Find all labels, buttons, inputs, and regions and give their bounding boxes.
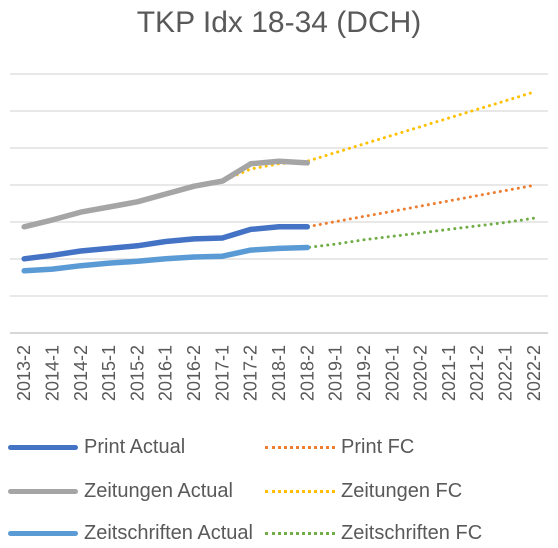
x-tick-label: 2014-2	[71, 345, 91, 401]
x-tick-label: 2018-2	[297, 345, 317, 401]
x-tick-label: 2017-1	[212, 345, 232, 401]
x-tick-label: 2022-1	[496, 345, 516, 401]
legend-swatch	[265, 531, 335, 535]
legend-swatch	[8, 444, 78, 450]
gridlines	[10, 73, 548, 334]
legend-item-zeitungen-fc[interactable]: Zeitungen FC	[265, 476, 462, 506]
series-line-zeitschriften-actual[interactable]	[21, 244, 311, 274]
x-tick-label: 2018-1	[269, 345, 289, 401]
legend-item-zeitschriften-fc[interactable]: Zeitschriften FC	[265, 518, 482, 548]
x-axis-tick-labels: 2013-2 2014-1 2014-2 2015-1 2015-2 2016-1 2016…	[14, 345, 544, 401]
x-tick-label: 2017-2	[241, 345, 261, 401]
chart-plot-area: 2013-2 2014-1 2014-2 2015-1 2015-2 2016-1 2016…	[10, 73, 548, 401]
x-tick-label: 2020-1	[382, 345, 402, 401]
legend-label: Print Actual	[84, 435, 186, 458]
x-tick-label: 2016-1	[156, 345, 176, 401]
legend-label: Zeitschriften FC	[341, 521, 483, 544]
legend-label: Zeitschriften Actual	[84, 521, 253, 544]
x-tick-label: 2014-1	[42, 345, 62, 401]
legend-item-print-fc[interactable]: Print FC	[265, 432, 414, 462]
series-line-zeitungen-actual[interactable]	[21, 158, 311, 230]
legend-swatch	[8, 530, 78, 536]
x-tick-label: 2015-2	[127, 345, 147, 401]
legend-swatch	[265, 445, 335, 449]
legend-label: Zeitungen FC	[341, 479, 463, 502]
legend-item-print-actual[interactable]: Print Actual	[8, 432, 185, 462]
x-tick-label: 2015-1	[99, 345, 119, 401]
x-tick-label: 2020-2	[411, 345, 431, 401]
legend-swatch	[8, 488, 78, 494]
legend-swatch	[265, 489, 335, 493]
x-tick-label: 2021-2	[467, 345, 487, 401]
legend-item-zeitschriften-actual[interactable]: Zeitschriften Actual	[8, 518, 253, 548]
series-line-print-actual[interactable]	[21, 224, 311, 262]
x-tick-label: 2022-2	[524, 345, 544, 401]
x-tick-label: 2013-2	[14, 345, 34, 401]
legend-label: Zeitungen Actual	[84, 479, 233, 502]
legend-item-zeitungen-actual[interactable]: Zeitungen Actual	[8, 476, 233, 506]
chart-legend: Print Actual Print FC Zeitungen Actual Z…	[0, 430, 558, 548]
x-tick-label: 2019-1	[326, 345, 346, 401]
legend-label: Print FC	[341, 435, 415, 458]
x-tick-label: 2021-1	[439, 345, 459, 401]
series-lines	[21, 90, 536, 274]
chart-title: TKP Idx 18-34 (DCH)	[136, 6, 422, 39]
x-tick-label: 2019-2	[354, 345, 374, 401]
x-tick-label: 2016-2	[184, 345, 204, 401]
